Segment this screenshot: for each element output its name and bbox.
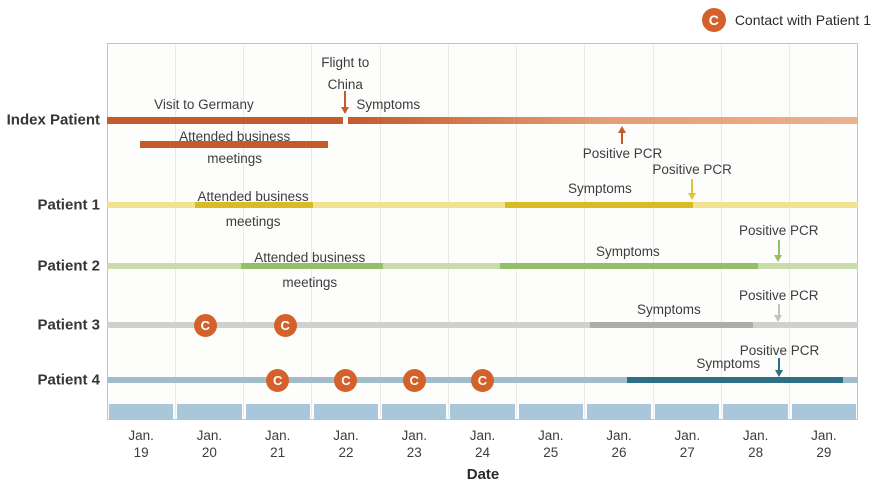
event-arrow-shaft	[691, 179, 694, 194]
axis-band-segment	[177, 404, 242, 419]
annotation-label: Positive PCR	[739, 343, 820, 358]
legend-label: Contact with Patient 1	[734, 12, 871, 28]
gridline	[379, 45, 381, 418]
tick-label: Jan. 29	[811, 428, 837, 460]
event-arrow-shaft	[777, 240, 780, 256]
axis-band-segment	[109, 404, 174, 419]
annotation-label: Attended business meetings	[254, 250, 366, 290]
tick-label: Jan. 19	[128, 428, 154, 460]
tick-label: Jan. 25	[538, 428, 564, 460]
row-label: Patient 1	[37, 196, 100, 214]
axis-band-segment	[586, 404, 652, 419]
annotation-label: Positive PCR	[739, 223, 819, 238]
gridline	[311, 45, 313, 418]
axis-band-segment	[655, 404, 720, 419]
gridline	[516, 45, 518, 418]
row-label: Patient 2	[37, 257, 100, 275]
contact-legend-icon: C	[701, 8, 726, 32]
timeline-bar	[107, 322, 858, 328]
annotation-label: Symptoms	[696, 356, 761, 371]
tick-label: Jan. 22	[333, 428, 359, 460]
row-label: Index Patient	[6, 111, 100, 129]
gridline	[789, 45, 791, 418]
timeline-bar	[107, 202, 858, 208]
axis-band-segment	[245, 404, 310, 419]
tick-label: Jan. 24	[469, 428, 496, 460]
arrow-down-icon	[340, 107, 349, 114]
contact-marker: C	[402, 368, 426, 392]
contact-marker: C	[273, 313, 297, 337]
annotation-label: Visit to Germany	[154, 97, 254, 112]
timeline-bar	[107, 263, 858, 269]
event-arrow-shaft	[778, 358, 781, 371]
tick-label: Jan. 21	[264, 428, 291, 460]
tick-label: Jan. 20	[196, 428, 223, 460]
gridline	[243, 45, 245, 418]
axis-band-segment	[450, 404, 515, 419]
arrow-down-icon	[774, 370, 783, 377]
annotation-label: Symptoms	[636, 302, 701, 317]
row-label: Patient 3	[37, 316, 100, 334]
contact-marker: C	[266, 368, 290, 392]
row-label: Patient 4	[37, 371, 100, 389]
timeline-bar	[627, 377, 843, 383]
timeline-bar	[500, 263, 759, 269]
axis-band-segment	[723, 404, 788, 419]
timeline-bar	[241, 263, 384, 269]
gridline	[447, 45, 449, 418]
legend: C Contact with Patient 1	[701, 8, 871, 32]
timeline-bar	[107, 116, 344, 124]
contact-marker: C	[471, 368, 494, 392]
event-arrow-shaft	[777, 304, 780, 316]
axis-band-segment	[382, 404, 447, 419]
timeline-bar	[589, 322, 753, 328]
annotation-label: Attended business meetings	[179, 129, 291, 166]
contact-marker: C	[193, 313, 217, 337]
annotation-label: Positive PCR	[582, 146, 663, 161]
x-axis-title: Date	[466, 466, 500, 483]
arrow-down-icon	[774, 255, 783, 262]
annotation-label: Attended business meetings	[197, 189, 309, 229]
gridline	[720, 45, 722, 418]
gridline	[652, 45, 654, 418]
timeline-bar	[348, 116, 858, 124]
timeline-bar	[195, 202, 314, 208]
contact-marker: C	[334, 368, 358, 392]
axis-band-segment	[313, 404, 379, 419]
annotation-label: Flight to China	[321, 55, 370, 92]
event-arrow-shaft	[621, 132, 624, 144]
annotation-label: Positive PCR	[652, 162, 732, 177]
gridline	[174, 45, 176, 418]
annotation-label: Symptoms	[568, 181, 632, 196]
timeline-bar	[505, 202, 693, 208]
tick-label: Jan. 27	[674, 428, 701, 460]
annotation-label: Positive PCR	[739, 288, 819, 303]
arrow-down-icon	[774, 315, 783, 322]
timeline-bar	[139, 140, 329, 148]
tick-label: Jan. 28	[742, 428, 769, 460]
plot-area	[107, 43, 858, 420]
annotation-label: Symptoms	[356, 97, 421, 112]
gridline	[584, 45, 586, 418]
tick-label: Jan. 26	[606, 428, 632, 460]
event-arrow-shaft	[344, 91, 347, 108]
arrow-up-icon	[617, 126, 626, 133]
axis-band-segment	[791, 404, 856, 419]
annotation-label: Symptoms	[596, 244, 660, 259]
tick-label: Jan. 23	[401, 428, 427, 460]
arrow-down-icon	[687, 193, 696, 200]
axis-band-segment	[518, 404, 583, 419]
